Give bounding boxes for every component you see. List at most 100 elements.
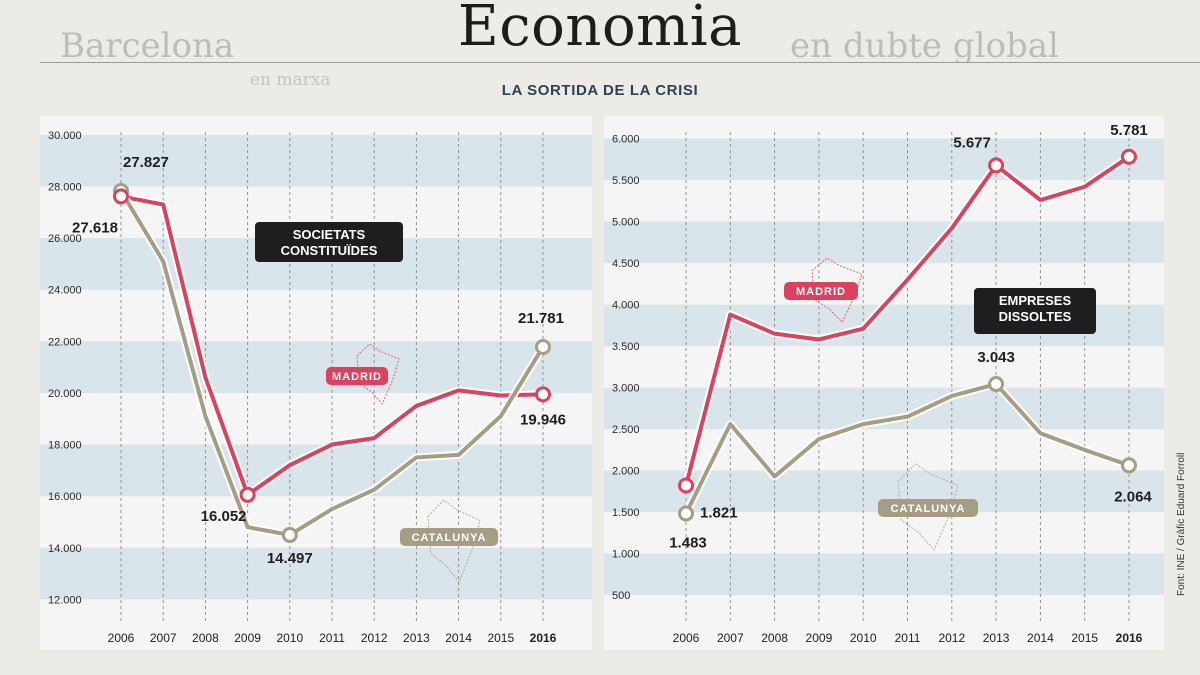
y-tick-label: 5.500 <box>612 175 640 187</box>
legend-label-madrid: MADRID <box>332 371 382 383</box>
legend-tag <box>878 499 978 517</box>
y-tick-label: 16.000 <box>48 491 82 503</box>
chart-subtitle: LA SORTIDA DE LA CRISI <box>501 82 699 99</box>
source-credit: Font: INE / Gràfic Eduard Forroll <box>1176 452 1187 596</box>
legend-label-catalunya: CATALUNYA <box>412 532 487 544</box>
legend-label-catalunya: CATALUNYA <box>891 503 966 515</box>
x-tick-label: 2007 <box>717 631 744 645</box>
y-tick-label: 12.000 <box>48 594 82 606</box>
data-point <box>239 486 256 503</box>
chart-title-line: EMPRESES <box>999 293 1072 308</box>
y-tick-label: 28.000 <box>48 182 82 194</box>
x-tick-label: 2006 <box>673 631 700 645</box>
x-tick-label: 2014 <box>445 631 472 645</box>
grid-band <box>604 553 1164 596</box>
x-tick-label: 2009 <box>234 631 261 645</box>
grid-band <box>40 547 592 600</box>
x-tick-label: 2010 <box>276 631 303 645</box>
y-tick-label: 26.000 <box>48 233 82 245</box>
data-label: 14.497 <box>267 550 313 567</box>
region-outline-icon <box>356 343 400 405</box>
x-tick-label: 2008 <box>192 631 219 645</box>
data-point <box>1121 148 1137 165</box>
series-line-madrid <box>119 194 545 497</box>
y-tick-label: 4.500 <box>612 258 640 270</box>
y-tick-label: 3.500 <box>612 341 640 353</box>
grid-band <box>604 138 1164 181</box>
series-line-catalunya <box>119 188 545 537</box>
x-tick-label: 2015 <box>1071 631 1098 645</box>
data-label: 27.827 <box>123 154 169 171</box>
series-line-madrid <box>684 154 1131 488</box>
data-label: 5.677 <box>953 134 991 151</box>
chart-title-box <box>974 288 1096 334</box>
data-label: 1.483 <box>669 535 707 552</box>
y-tick-label: 14.000 <box>48 543 82 555</box>
x-tick-label: 2009 <box>806 631 833 645</box>
chart-2: 500 1.000 1.500 2.000 2.500 3.000 3.500 4.000 4.… <box>604 116 1164 650</box>
data-point <box>988 157 1005 174</box>
x-tick-label: 2011 <box>319 631 345 645</box>
y-tick-label: 6.000 <box>612 134 640 146</box>
data-label: 21.781 <box>518 310 564 327</box>
x-tick-label: 2016 <box>530 631 557 645</box>
data-label: 16.052 <box>201 508 247 525</box>
x-tick-label: 2012 <box>938 631 965 645</box>
data-label: 3.043 <box>977 349 1015 366</box>
y-tick-label: 30.000 <box>48 130 82 142</box>
masthead: Barcelona en dubte global Economia <box>0 0 1200 62</box>
x-tick-label: 2012 <box>361 631 388 645</box>
region-outline-icon <box>427 499 481 583</box>
chart-title-line: DISSOLTES <box>999 309 1072 324</box>
x-tick-label: 2011 <box>895 631 921 645</box>
x-tick-label: 2013 <box>983 631 1010 645</box>
chart-1: 12.000 14.000 16.000 18.000 20.000 22.000 24.0… <box>40 116 592 650</box>
headline-fragment: Barcelona <box>60 26 235 62</box>
y-tick-label: 2.500 <box>612 424 640 436</box>
data-label: 2.064 <box>1114 488 1152 505</box>
y-tick-label: 20.000 <box>48 388 82 400</box>
legend-tag <box>326 367 388 385</box>
grid-band <box>604 221 1164 264</box>
y-tick-label: 2.000 <box>612 466 640 478</box>
y-tick-label: 24.000 <box>48 285 82 297</box>
y-tick-label: 4.000 <box>612 300 640 312</box>
data-label: 19.946 <box>520 411 566 428</box>
grid-band <box>40 341 592 393</box>
y-tick-label: 3.000 <box>612 383 640 395</box>
section-title: Economia <box>457 0 743 59</box>
y-tick-label: 1.000 <box>612 549 640 561</box>
headline-fragment: en dubte global <box>790 26 1059 62</box>
x-tick-label: 2006 <box>108 631 135 645</box>
x-tick-label: 2013 <box>403 631 430 645</box>
chart-title-box <box>255 222 403 262</box>
y-tick-label: 500 <box>612 590 630 602</box>
legend-tag <box>784 282 858 300</box>
x-tick-label: 2016 <box>1116 631 1143 645</box>
x-tick-label: 2014 <box>1027 631 1054 645</box>
headline-fragment: en marxa <box>250 70 331 90</box>
y-tick-label: 5.000 <box>612 217 640 229</box>
data-point <box>678 505 694 522</box>
data-point <box>1121 457 1137 474</box>
legend-label-madrid: MADRID <box>796 286 846 298</box>
data-point <box>535 338 551 355</box>
x-tick-label: 2007 <box>150 631 177 645</box>
x-tick-label: 2010 <box>850 631 877 645</box>
data-point <box>281 526 298 543</box>
x-tick-label: 2015 <box>487 631 514 645</box>
data-label: 27.618 <box>72 219 118 236</box>
data-point <box>535 386 551 403</box>
legend-tag <box>400 528 498 546</box>
data-label: 5.781 <box>1110 122 1148 139</box>
chart-title-line: CONSTITUÏDES <box>281 243 378 258</box>
y-tick-label: 18.000 <box>48 440 82 452</box>
y-tick-label: 1.500 <box>612 507 640 519</box>
chart-title-line: SOCIETATS <box>293 227 366 242</box>
masthead-rule <box>40 62 1200 63</box>
x-tick-label: 2008 <box>761 631 788 645</box>
data-point <box>988 376 1005 393</box>
data-point <box>113 188 129 205</box>
grid-band <box>40 134 592 187</box>
